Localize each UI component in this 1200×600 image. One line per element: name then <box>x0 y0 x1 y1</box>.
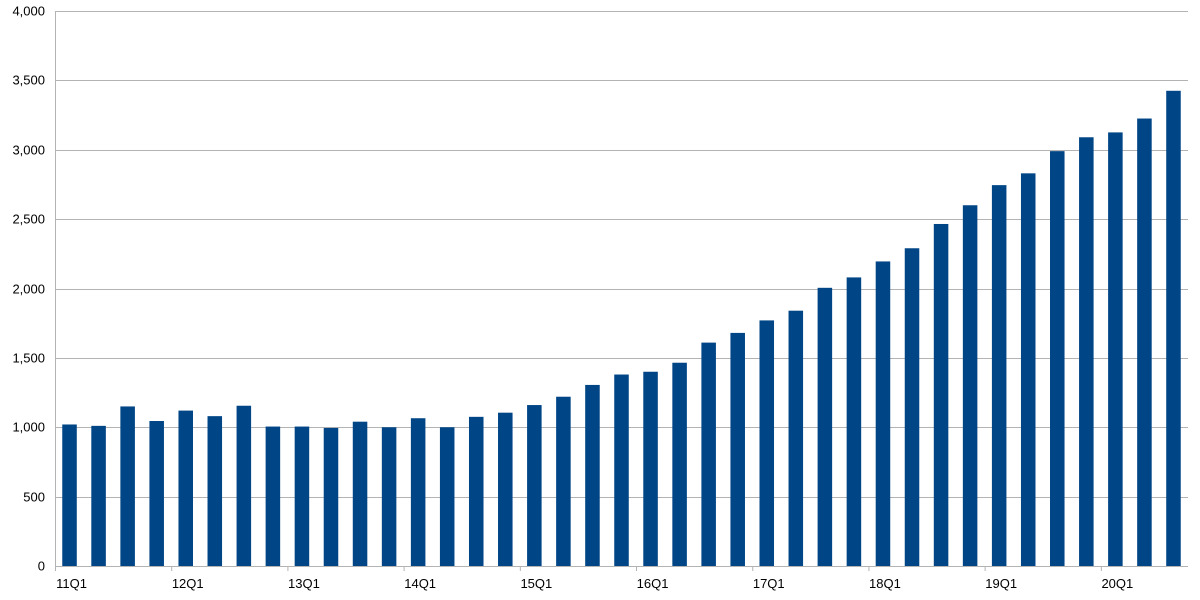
bar-11Q1 <box>62 424 77 566</box>
bar-13Q4 <box>381 427 397 566</box>
bar-11Q3 <box>120 406 135 566</box>
bar-17Q3 <box>817 287 833 566</box>
axes <box>55 11 1188 571</box>
bar-13Q2 <box>323 427 339 566</box>
bar-11Q2 <box>91 425 106 566</box>
x-tick-label: 19Q1 <box>985 576 1017 591</box>
x-tick-label: 15Q1 <box>520 576 552 591</box>
bar-15Q3 <box>585 384 600 566</box>
bar-19Q1 <box>991 185 1007 566</box>
bar-15Q1 <box>527 405 542 566</box>
bar-14Q1 <box>410 418 426 566</box>
x-tick-label: 16Q1 <box>637 576 669 591</box>
bar-16Q2 <box>672 362 687 566</box>
bar-18Q2 <box>904 248 920 566</box>
bar-16Q3 <box>701 342 716 566</box>
bar-12Q2 <box>207 416 223 566</box>
x-tick-label: 12Q1 <box>172 576 204 591</box>
bar-11Q4 <box>149 421 164 566</box>
y-tick-labels: 0 500 1,000 1,500 2,000 2,500 3,000 3,500 4,000 <box>12 4 45 574</box>
bar-13Q3 <box>352 421 368 566</box>
x-tick-label: 18Q1 <box>869 576 901 591</box>
bar-16Q4 <box>730 332 745 566</box>
bar-18Q4 <box>962 205 978 566</box>
bar-13Q1 <box>294 426 310 566</box>
bar-12Q3 <box>236 405 252 566</box>
y-tick-label: 3,000 <box>12 143 45 158</box>
y-tick-label: 0 <box>38 559 45 574</box>
bar-20Q1 <box>1108 132 1123 566</box>
bar-16Q1 <box>643 371 658 566</box>
bar-17Q2 <box>788 310 804 566</box>
x-tick-label: 17Q1 <box>753 576 785 591</box>
y-tick-label: 3,500 <box>12 73 45 88</box>
bar-12Q4 <box>265 426 281 566</box>
y-tick-label: 4,000 <box>12 4 45 19</box>
y-tick-label: 1,000 <box>12 420 45 435</box>
bar-12Q1 <box>178 410 193 566</box>
y-tick-label: 500 <box>23 490 45 505</box>
y-tick-label: 2,500 <box>12 212 45 227</box>
x-tick-labels: 11Q1 12Q1 13Q1 14Q1 15Q1 16Q1 17Q1 18Q1 19Q1 20Q1 <box>56 576 1133 591</box>
x-tick-label: 11Q1 <box>56 576 87 591</box>
bar-19Q4 <box>1079 137 1094 566</box>
bar-19Q3 <box>1050 151 1065 566</box>
x-tick-label: 20Q1 <box>1101 576 1133 591</box>
bars <box>62 90 1181 567</box>
bar-20Q2 <box>1137 118 1152 566</box>
bar-18Q1 <box>875 261 891 566</box>
bar-14Q3 <box>468 416 484 566</box>
bar-15Q4 <box>614 374 629 566</box>
x-tick-label: 14Q1 <box>404 576 436 591</box>
bar-14Q4 <box>498 412 513 566</box>
bar-17Q1 <box>759 320 775 566</box>
bar-15Q2 <box>556 396 571 566</box>
x-tick-label: 13Q1 <box>288 576 320 591</box>
y-tick-label: 2,000 <box>12 282 45 297</box>
y-tick-label: 1,500 <box>12 351 45 366</box>
bar-20Q3 <box>1166 90 1181 566</box>
bar-18Q3 <box>933 223 949 567</box>
bar-19Q2 <box>1020 173 1036 566</box>
bar-17Q4 <box>846 277 862 566</box>
bar-14Q2 <box>439 427 455 566</box>
